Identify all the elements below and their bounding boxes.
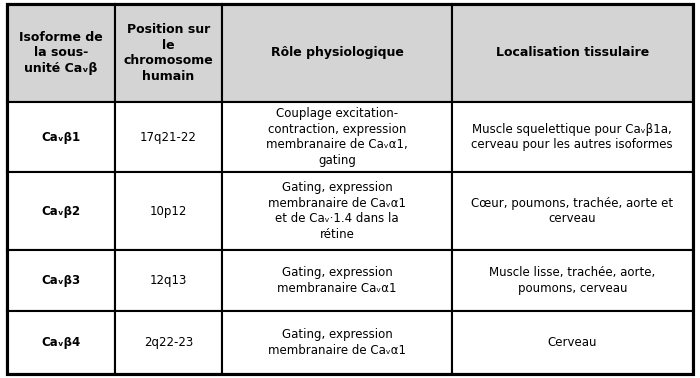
Bar xyxy=(223,311,452,374)
Text: Couplage excitation-
contraction, expression
membranaire de Caᵥα1,
gating: Couplage excitation- contraction, expres… xyxy=(266,107,408,167)
Text: 2q22-23: 2q22-23 xyxy=(144,336,193,349)
Text: Position sur
le
chromosome
humain: Position sur le chromosome humain xyxy=(124,23,214,83)
Text: Cerveau: Cerveau xyxy=(547,336,597,349)
Bar xyxy=(7,4,115,102)
Bar xyxy=(115,172,223,250)
Bar xyxy=(7,311,115,374)
Text: Rôle physiologique: Rôle physiologique xyxy=(270,46,403,59)
Bar xyxy=(223,4,452,102)
Bar xyxy=(223,250,452,311)
Bar xyxy=(452,4,693,102)
Bar xyxy=(115,250,223,311)
Bar xyxy=(7,102,115,172)
Bar xyxy=(452,311,693,374)
Text: 17q21-22: 17q21-22 xyxy=(140,131,197,144)
Bar xyxy=(223,172,452,250)
Text: Caᵥβ2: Caᵥβ2 xyxy=(41,205,80,218)
Bar xyxy=(115,4,223,102)
Bar xyxy=(115,311,223,374)
Text: Isoforme de
la sous-
unité Caᵥβ: Isoforme de la sous- unité Caᵥβ xyxy=(19,31,103,75)
Bar xyxy=(452,172,693,250)
Text: 12q13: 12q13 xyxy=(150,274,187,287)
Text: Cœur, poumons, trachée, aorte et
cerveau: Cœur, poumons, trachée, aorte et cerveau xyxy=(471,197,673,225)
Text: Caᵥβ4: Caᵥβ4 xyxy=(41,336,80,349)
Text: Gating, expression
membranaire Caᵥα1: Gating, expression membranaire Caᵥα1 xyxy=(277,266,397,295)
Text: Gating, expression
membranaire de Caᵥα1: Gating, expression membranaire de Caᵥα1 xyxy=(268,328,406,357)
Text: Muscle squelettique pour Caᵥβ1a,
cerveau pour les autres isoformes: Muscle squelettique pour Caᵥβ1a, cerveau… xyxy=(472,123,673,151)
Bar xyxy=(452,102,693,172)
Text: Muscle lisse, trachée, aorte,
poumons, cerveau: Muscle lisse, trachée, aorte, poumons, c… xyxy=(489,266,655,295)
Bar xyxy=(7,250,115,311)
Bar xyxy=(7,172,115,250)
Text: Caᵥβ3: Caᵥβ3 xyxy=(41,274,80,287)
Bar xyxy=(223,102,452,172)
Bar xyxy=(452,250,693,311)
Text: Gating, expression
membranaire de Caᵥα1
et de Caᵥ·1.4 dans la
rétine: Gating, expression membranaire de Caᵥα1 … xyxy=(268,181,406,241)
Bar xyxy=(115,102,223,172)
Text: Localisation tissulaire: Localisation tissulaire xyxy=(496,46,649,59)
Text: 10p12: 10p12 xyxy=(150,205,187,218)
Text: Caᵥβ1: Caᵥβ1 xyxy=(41,131,80,144)
